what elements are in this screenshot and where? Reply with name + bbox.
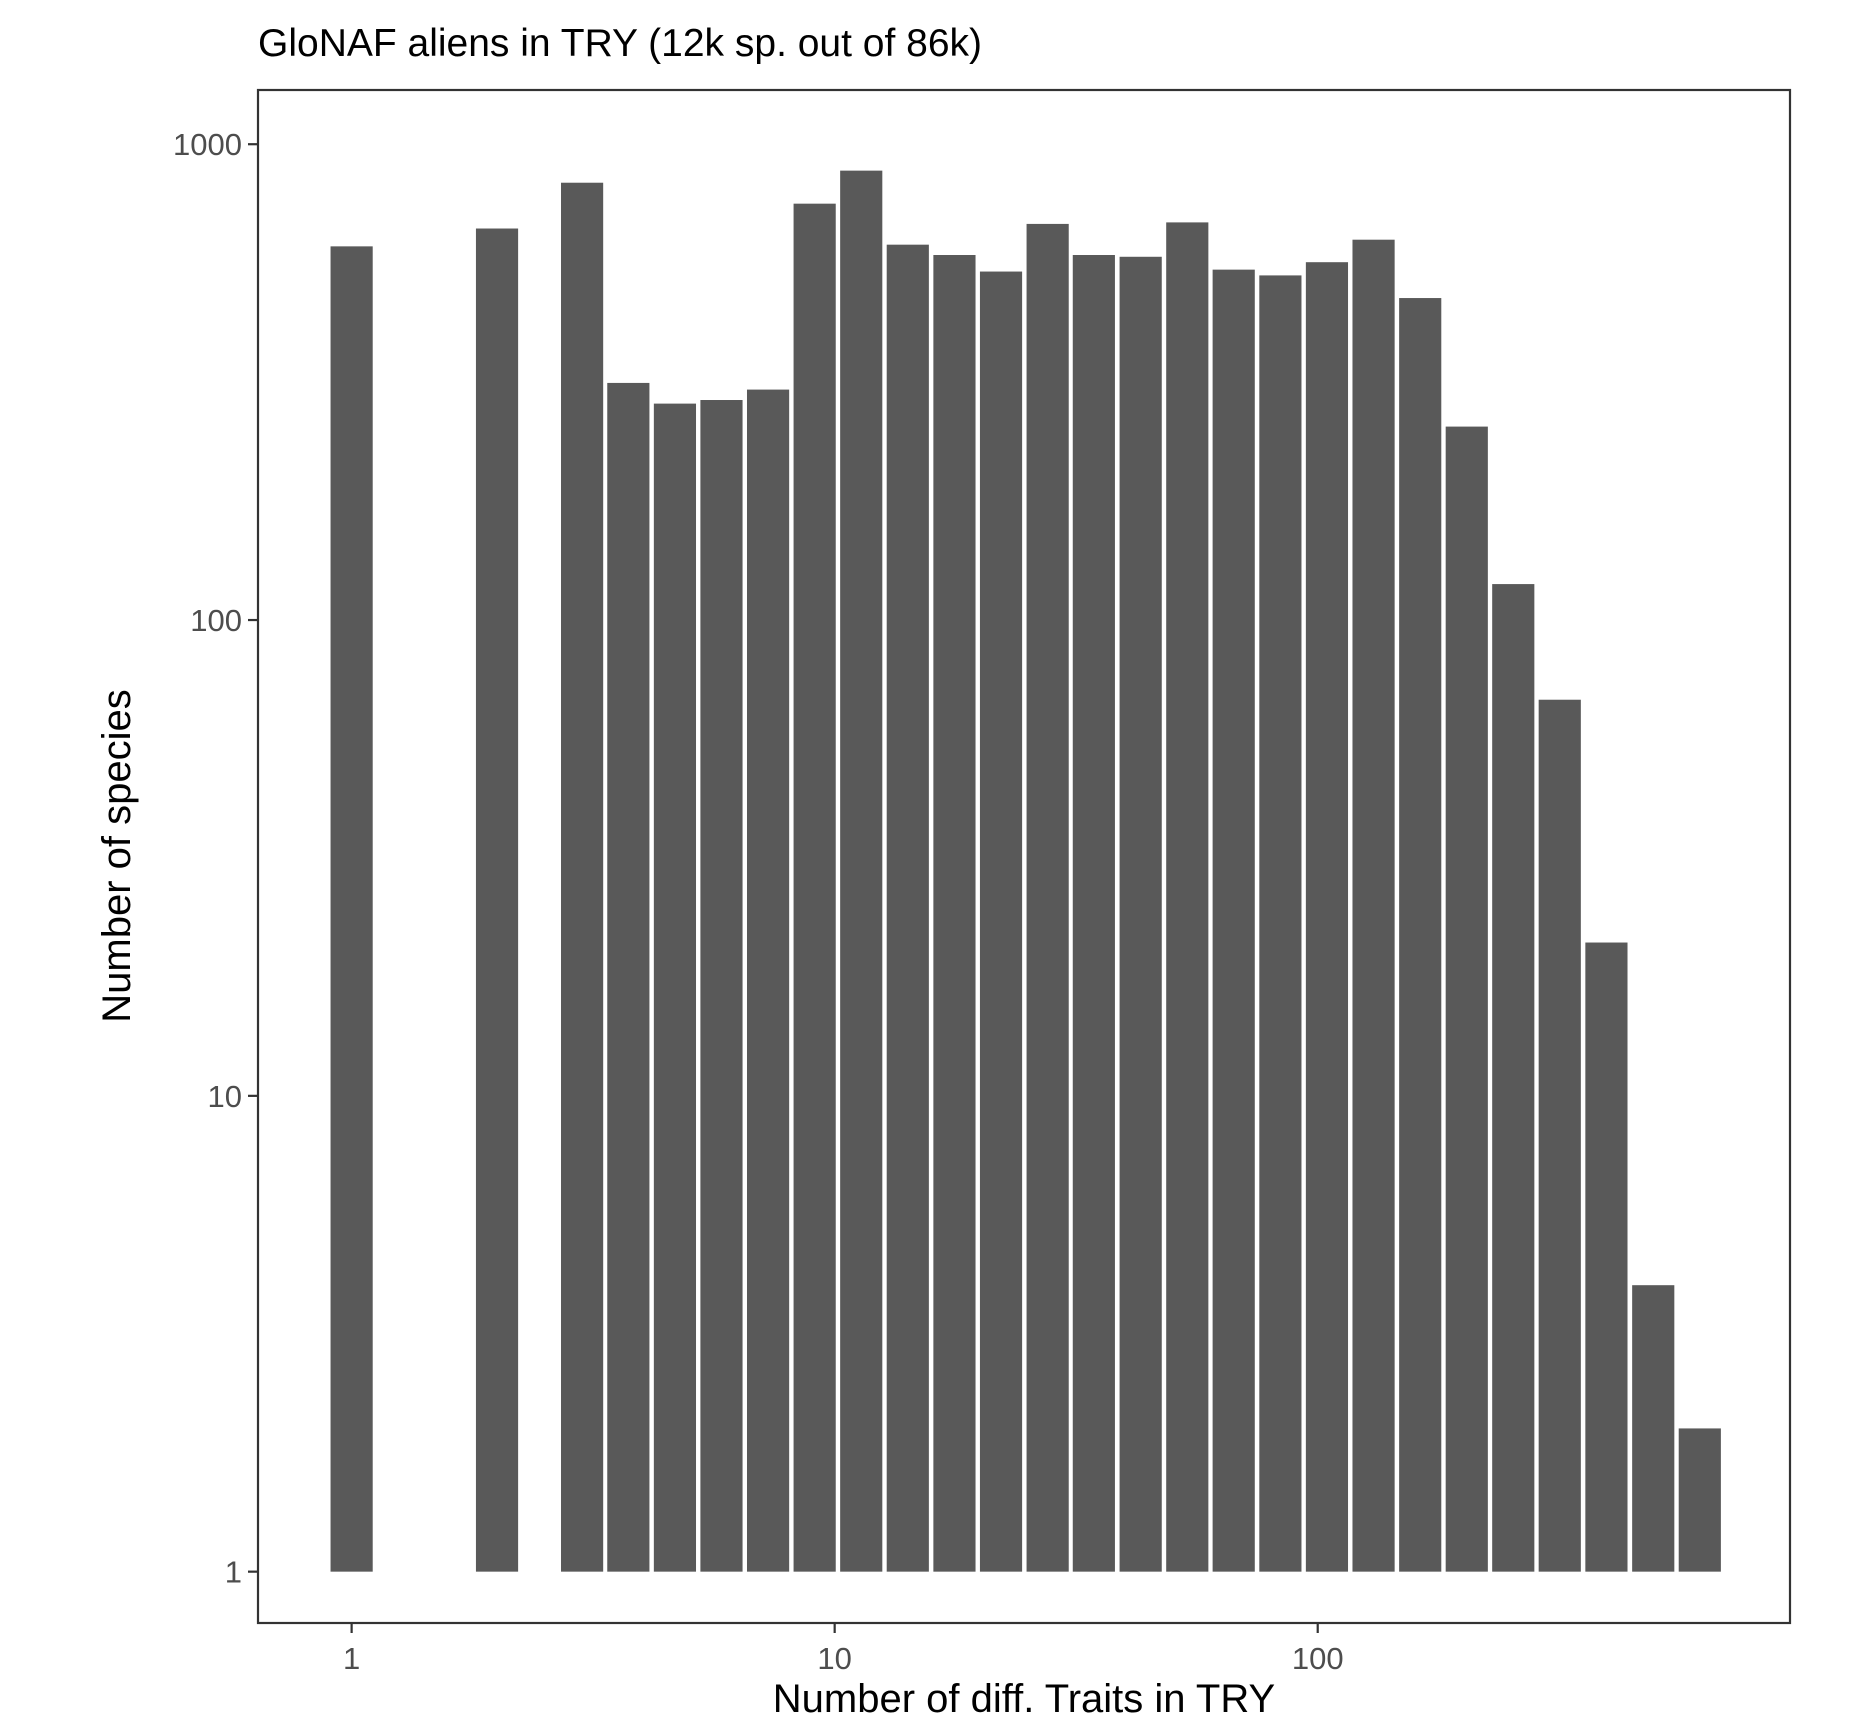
y-tick-label: 100 bbox=[190, 603, 242, 638]
bar bbox=[746, 389, 790, 1572]
bar bbox=[793, 203, 836, 1572]
y-axis: 1 10 100 1000 bbox=[173, 127, 258, 1590]
bars-group bbox=[330, 170, 1721, 1572]
bar bbox=[561, 182, 604, 1572]
bar bbox=[886, 244, 929, 1572]
y-tick-label: 1 bbox=[225, 1555, 242, 1590]
bar bbox=[700, 400, 743, 1572]
bar bbox=[1026, 223, 1069, 1572]
bar bbox=[1259, 275, 1302, 1572]
x-tick-label: 100 bbox=[1292, 1641, 1344, 1676]
bar bbox=[1305, 262, 1349, 1572]
bar bbox=[1585, 942, 1628, 1572]
bar bbox=[1445, 426, 1488, 1572]
bar bbox=[1678, 1428, 1721, 1572]
bar bbox=[1399, 298, 1442, 1572]
panel-border bbox=[256, 88, 1792, 1625]
chart-title: GloNAF aliens in TRY (12k sp. out of 86k… bbox=[258, 22, 982, 65]
bar bbox=[1119, 256, 1162, 1572]
y-tick-label: 10 bbox=[208, 1079, 242, 1114]
bar bbox=[840, 170, 883, 1572]
bar bbox=[1352, 239, 1395, 1572]
bar bbox=[1492, 584, 1535, 1572]
x-axis: 1 10 100 bbox=[343, 1623, 1344, 1676]
bar bbox=[1538, 699, 1581, 1572]
y-tick-label: 1000 bbox=[173, 127, 242, 162]
bar bbox=[330, 246, 373, 1572]
x-tick-label: 1 bbox=[343, 1641, 360, 1676]
bar bbox=[475, 228, 519, 1572]
bar bbox=[933, 255, 976, 1572]
x-axis-title: Number of diff. Traits in TRY bbox=[773, 1677, 1275, 1721]
y-axis-title: Number of species bbox=[95, 689, 139, 1022]
bar bbox=[607, 382, 650, 1572]
x-tick-label: 10 bbox=[817, 1641, 851, 1676]
bar bbox=[979, 271, 1023, 1572]
bar bbox=[1072, 255, 1115, 1572]
bar bbox=[1212, 269, 1255, 1572]
bar bbox=[1166, 222, 1209, 1572]
bar bbox=[653, 403, 697, 1572]
bar bbox=[1632, 1285, 1675, 1572]
